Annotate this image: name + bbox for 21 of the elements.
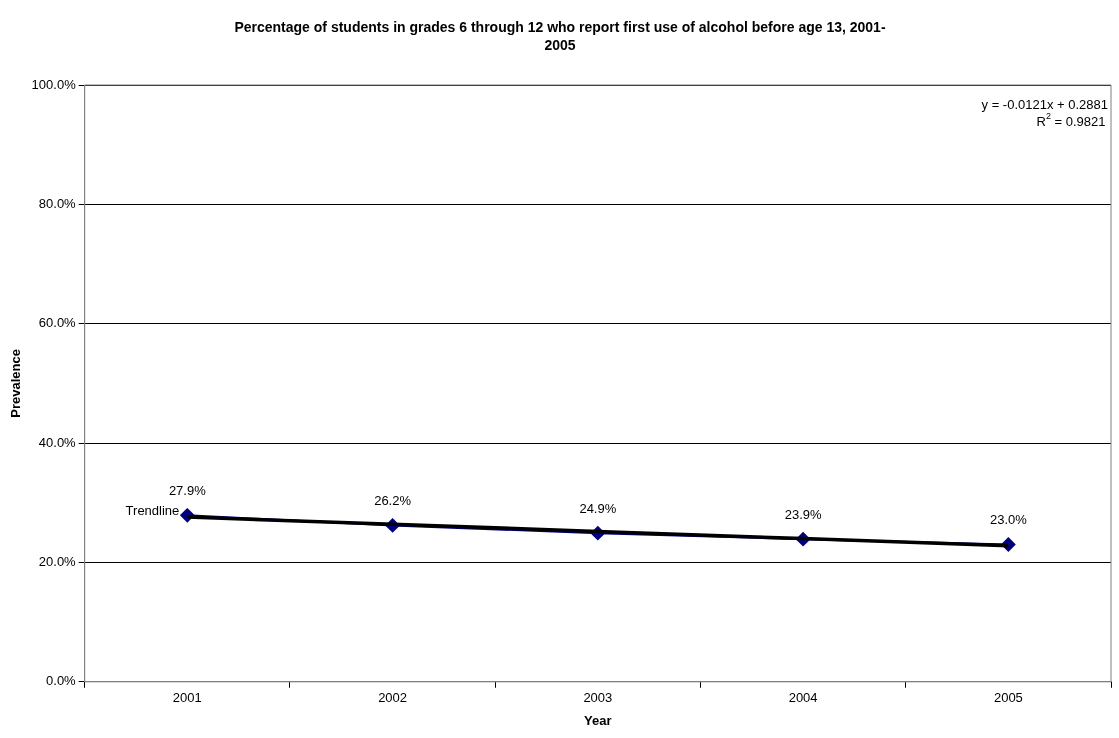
y-tick-label: 100.0% <box>31 76 77 92</box>
data-label: 23.9% <box>784 506 822 522</box>
data-label: 27.9% <box>168 482 207 498</box>
data-label: 26.2% <box>374 493 412 509</box>
x-tick-label: 2005 <box>993 690 1023 706</box>
data-label: 23.0% <box>989 512 1028 528</box>
data-label: 24.9% <box>579 500 617 516</box>
chart-title: Percentage of students in grades 6 through 12 who report first use of alcohol before age 13, 2001-2005 <box>233 18 887 54</box>
y-tick-label: 0.0% <box>46 673 77 689</box>
x-tick-label: 2002 <box>378 690 408 706</box>
y-tick-label: 80.0% <box>38 195 77 211</box>
x-tick-label: 2001 <box>172 690 202 706</box>
series-label: Trendline <box>125 502 180 518</box>
x-axis-title: Year <box>584 712 612 728</box>
y-axis-title: Prevalence <box>8 349 24 418</box>
annotation: y = -0.0121x + 0.2881 <box>981 96 1108 112</box>
y-tick-label: 20.0% <box>38 554 77 570</box>
y-tick-label: 60.0% <box>38 315 77 331</box>
x-tick-label: 2003 <box>583 690 613 706</box>
y-tick-label: 40.0% <box>38 434 77 450</box>
x-tick-label: 2004 <box>788 690 818 706</box>
